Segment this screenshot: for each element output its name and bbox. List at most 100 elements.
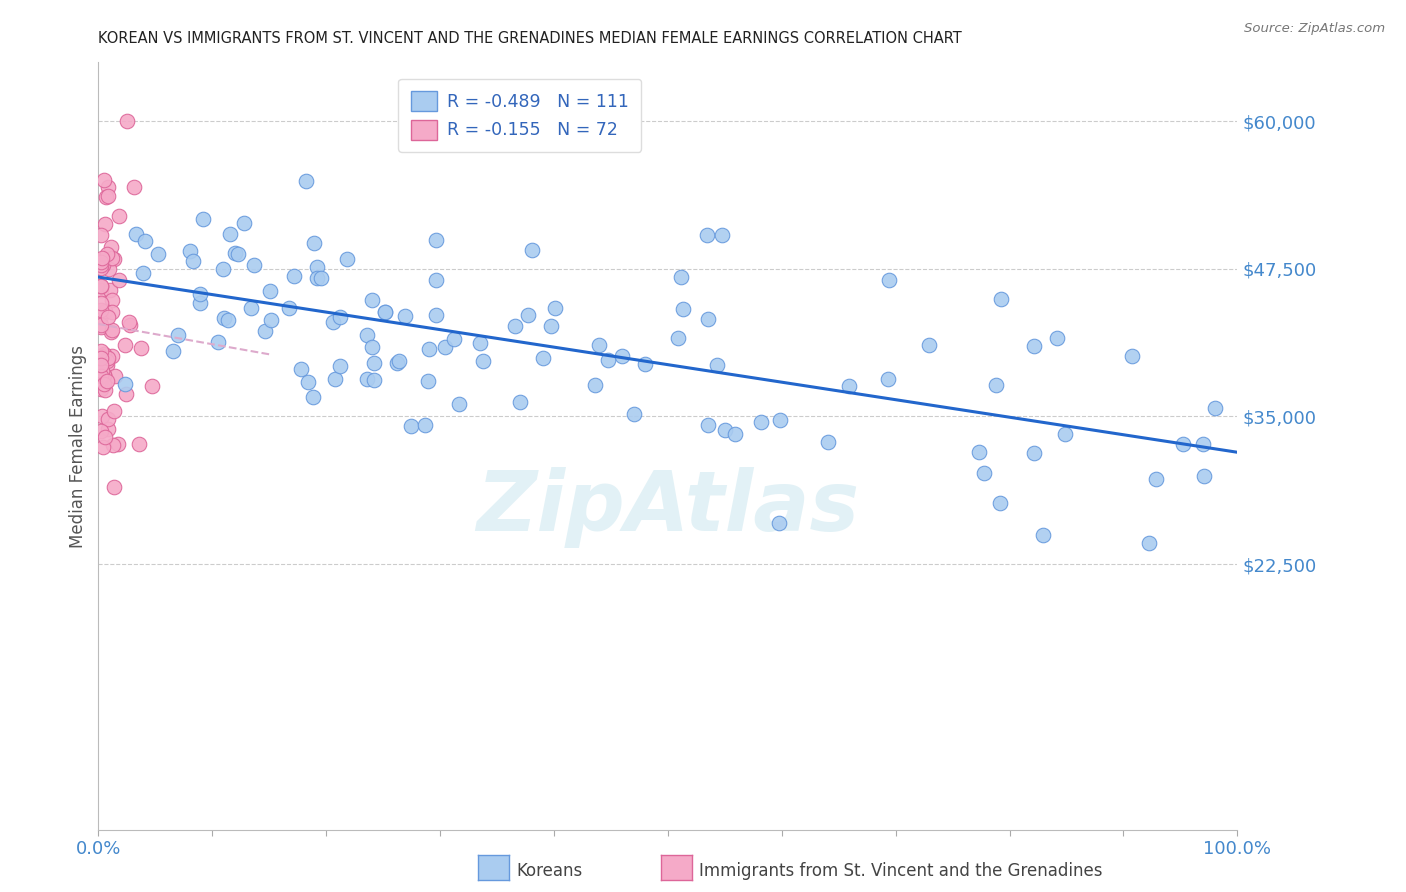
Point [94,303,117,318]
Point [297,376,319,390]
Point [838,379,860,393]
Point [295,174,318,188]
Point [97,310,120,325]
Point [97,179,120,194]
Point [90,255,112,269]
Point [290,362,312,376]
Point [918,338,941,352]
Point [134,234,156,248]
Point [96,190,118,204]
Point [96,358,118,372]
Point [243,258,266,272]
Point [973,467,995,481]
Point [503,319,526,334]
Point [224,246,246,260]
Point [128,437,150,451]
Point [769,413,792,427]
Point [107,436,129,450]
Point [90,283,112,297]
Point [283,269,305,284]
Point [122,180,145,194]
Point [1046,331,1069,345]
Point [90,228,112,243]
Point [1032,528,1054,542]
Point [212,262,235,277]
Point [90,258,112,272]
Point [132,266,155,280]
Point [1192,437,1215,451]
Point [179,244,201,259]
Point [107,209,129,223]
Point [1024,446,1046,460]
Point [98,283,121,297]
Point [373,305,395,319]
Point [193,211,215,226]
Point [433,340,456,354]
Point [385,356,408,370]
Point [425,309,447,323]
Point [520,243,543,257]
Point [1192,469,1215,483]
Point [1053,427,1076,442]
Point [93,173,115,187]
Point [98,262,121,277]
Point [141,379,163,393]
Point [634,357,657,371]
Point [212,310,235,325]
Point [876,372,898,386]
Point [93,368,115,383]
Point [329,359,352,373]
Point [125,227,148,241]
Point [336,252,359,267]
Point [401,419,423,434]
Point [120,318,142,332]
Point [706,358,728,372]
Point [672,302,695,317]
Point [749,415,772,429]
Point [540,319,562,334]
Point [90,309,112,323]
Point [509,394,531,409]
Point [588,337,610,351]
Point [311,271,333,285]
Point [361,340,384,354]
Point [468,336,491,351]
Point [724,426,747,441]
Point [531,351,554,366]
Point [90,278,112,293]
Point [302,390,325,404]
Point [413,418,436,433]
Point [443,333,465,347]
Text: ZipAtlas: ZipAtlas [477,467,859,548]
Point [148,247,170,261]
Point [115,114,138,128]
Point [188,286,211,301]
Point [90,251,112,265]
Point [363,373,385,387]
Point [990,496,1012,510]
Point [90,320,112,334]
Point [323,372,346,386]
Point [101,305,124,319]
Point [207,335,229,350]
Point [91,364,114,378]
Point [696,228,718,243]
Point [90,343,112,358]
Point [114,376,136,391]
Point [714,423,737,437]
Point [416,374,439,388]
Point [90,373,112,387]
Point [104,369,127,384]
Point [1173,436,1195,450]
Point [596,352,619,367]
Point [97,412,120,426]
Point [1137,535,1160,549]
Point [90,279,112,293]
Point [219,227,242,242]
Point [103,480,125,494]
Point [103,252,125,266]
Point [233,216,256,230]
Point [97,188,120,202]
Point [100,323,122,337]
Point [967,445,990,459]
